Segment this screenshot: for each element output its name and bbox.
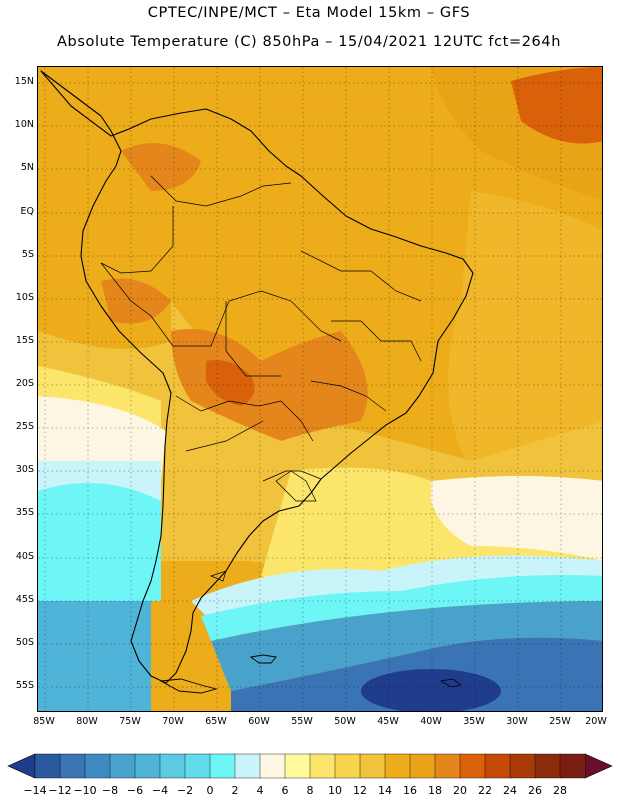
lon-label-50w: 50W bbox=[334, 716, 356, 727]
colorbar-low-arrow bbox=[7, 753, 36, 779]
atlantic-16-18-zone bbox=[448, 191, 602, 471]
colorbar-swatch bbox=[134, 753, 161, 779]
lat-label-15s: 15S bbox=[15, 335, 34, 346]
cream-band bbox=[38, 396, 166, 481]
colorbar-tick-label: 8 bbox=[306, 784, 314, 797]
colorbar-swatch bbox=[184, 753, 211, 779]
south-america-coastline bbox=[40, 70, 474, 684]
colorbar-tick-label: 6 bbox=[281, 784, 289, 797]
colorbar-tick-label: −10 bbox=[73, 784, 97, 797]
tierra-del-fuego bbox=[159, 678, 218, 694]
south-georgia bbox=[439, 678, 462, 688]
colorbar-swatch bbox=[334, 753, 361, 779]
lat-label-15n: 15N bbox=[14, 76, 34, 87]
lat-label-eq: EQ bbox=[20, 206, 34, 217]
colorbar-swatch bbox=[209, 753, 236, 779]
continental-warm-core bbox=[171, 329, 368, 441]
lat-label-50s: 50S bbox=[15, 637, 34, 648]
colorbar-swatch bbox=[484, 753, 511, 779]
colorbar-swatch bbox=[559, 753, 586, 779]
colorbar-tick-label: −8 bbox=[101, 784, 119, 797]
northwest-warm-patch bbox=[101, 278, 171, 324]
colorbar-tick-label: −6 bbox=[126, 784, 144, 797]
lat-label-10n: 10N bbox=[14, 119, 34, 130]
lon-label-55w: 55W bbox=[291, 716, 313, 727]
lat-label-25s: 25S bbox=[15, 421, 34, 432]
colorbar-tick-label: 4 bbox=[256, 784, 264, 797]
colorbar-tick-label: −4 bbox=[151, 784, 169, 797]
light-blue-zone bbox=[38, 601, 151, 711]
lon-label-45w: 45W bbox=[377, 716, 399, 727]
lat-label-35s: 35S bbox=[15, 507, 34, 518]
colorbar-tick-label: 24 bbox=[503, 784, 517, 797]
lon-label-80w: 80W bbox=[76, 716, 98, 727]
colorbar-tick-label: −2 bbox=[176, 784, 194, 797]
colorbar-swatch bbox=[109, 753, 136, 779]
colorbar-tick-label: 16 bbox=[403, 784, 417, 797]
falkland-islands bbox=[249, 654, 277, 664]
lat-label-55s: 55S bbox=[15, 680, 34, 691]
country-borders bbox=[100, 175, 422, 582]
cream-band-east bbox=[431, 476, 602, 561]
colorbar-tick-label: 12 bbox=[353, 784, 367, 797]
colorbar-swatch bbox=[534, 753, 561, 779]
colorbar-tick-label: 18 bbox=[428, 784, 442, 797]
lon-label-85w: 85W bbox=[33, 716, 55, 727]
colorbar-swatch bbox=[384, 753, 411, 779]
lon-label-40w: 40W bbox=[420, 716, 442, 727]
lon-label-75w: 75W bbox=[119, 716, 141, 727]
colorbar-tick-label: 20 bbox=[453, 784, 467, 797]
colorbar-tick-label: −12 bbox=[48, 784, 72, 797]
temperature-map bbox=[37, 66, 603, 712]
colorbar-tick-label: −14 bbox=[23, 784, 47, 797]
temperature-colorbar bbox=[7, 753, 613, 779]
colorbar-tick-label: 14 bbox=[378, 784, 392, 797]
lon-label-25w: 25W bbox=[549, 716, 571, 727]
map-subtitle: Absolute Temperature (C) 850hPa – 15/04/… bbox=[57, 34, 561, 50]
lat-label-45s: 45S bbox=[15, 594, 34, 605]
colorbar-swatch bbox=[509, 753, 536, 779]
north-warm-patch bbox=[121, 143, 201, 191]
colorbar-swatch bbox=[34, 753, 61, 779]
colorbar-swatch bbox=[459, 753, 486, 779]
colorbar-swatch bbox=[84, 753, 111, 779]
map-title: CPTEC/INPE/MCT – Eta Model 15km – GFS bbox=[147, 5, 471, 21]
colorbar-swatch bbox=[259, 753, 286, 779]
colorbar-swatch bbox=[284, 753, 311, 779]
colorbar-tick-label: 26 bbox=[528, 784, 542, 797]
colorbar-swatch bbox=[409, 753, 436, 779]
north-atlantic-core bbox=[511, 67, 602, 144]
light-blue-zone-south bbox=[211, 601, 602, 691]
lat-label-5s: 5S bbox=[21, 249, 34, 260]
colorbar-high-arrow bbox=[584, 753, 613, 779]
colorbar-swatch bbox=[59, 753, 86, 779]
cyan-zone-southwest bbox=[38, 483, 161, 601]
colorbar-tick-label: 22 bbox=[478, 784, 492, 797]
lat-label-30s: 30S bbox=[15, 464, 34, 475]
lon-label-35w: 35W bbox=[463, 716, 485, 727]
colorbar-tick-label: 0 bbox=[206, 784, 214, 797]
lon-label-70w: 70W bbox=[162, 716, 184, 727]
lat-label-10s: 10S bbox=[15, 292, 34, 303]
lon-label-30w: 30W bbox=[506, 716, 528, 727]
lon-label-20w: 20W bbox=[585, 716, 607, 727]
cyan-zone-south bbox=[201, 575, 602, 641]
colorbar-tick-label: 28 bbox=[553, 784, 567, 797]
lat-label-5n: 5N bbox=[20, 162, 34, 173]
colorbar-tick-label: 2 bbox=[231, 784, 239, 797]
colorbar-tick-label: 10 bbox=[328, 784, 342, 797]
colorbar-swatch bbox=[309, 753, 336, 779]
colorbar-swatch bbox=[359, 753, 386, 779]
deep-blue-core bbox=[361, 669, 501, 711]
colorbar-swatch bbox=[234, 753, 261, 779]
lat-label-40s: 40S bbox=[15, 551, 34, 562]
colorbar-swatch bbox=[159, 753, 186, 779]
colorbar-swatch bbox=[434, 753, 461, 779]
lon-label-60w: 60W bbox=[248, 716, 270, 727]
lat-label-20s: 20S bbox=[15, 378, 34, 389]
lon-label-65w: 65W bbox=[205, 716, 227, 727]
